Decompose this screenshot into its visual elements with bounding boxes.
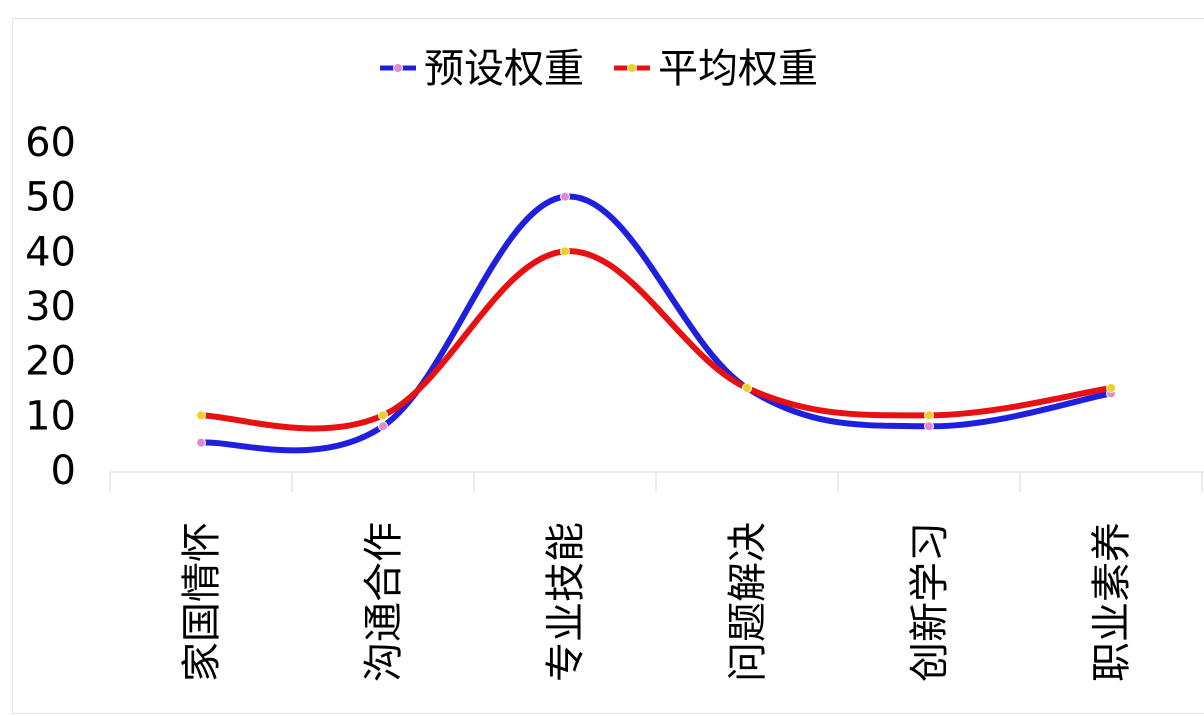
x-category-label: 家国情怀	[179, 522, 225, 682]
y-tick-label: 20	[25, 339, 76, 385]
y-tick-label: 50	[25, 175, 76, 221]
data-point	[924, 421, 934, 432]
data-point	[196, 410, 206, 421]
y-tick-label: 40	[25, 229, 76, 275]
data-point	[1106, 383, 1116, 393]
x-category-label: 问题解决	[725, 522, 771, 682]
data-point	[742, 383, 752, 393]
series-line	[198, 248, 1114, 432]
legend: 预设权重 平均权重	[380, 46, 818, 92]
data-point	[378, 421, 388, 432]
x-axis: 家国情怀 沟通合作 专业技能 问题解决 创新学习 职业素养	[109, 471, 1204, 682]
legend-swatch-marker	[627, 63, 637, 73]
x-category-label: 沟通合作	[361, 522, 407, 682]
data-point	[924, 410, 934, 421]
data-point	[560, 246, 570, 257]
x-category-label: 职业素养	[1089, 522, 1135, 682]
x-category-label: 专业技能	[543, 522, 589, 682]
x-category-label: 创新学习	[907, 522, 953, 682]
legend-label: 平均权重	[658, 46, 818, 92]
series-markers	[196, 191, 1116, 448]
chart-frame	[12, 18, 1204, 714]
data-point	[378, 410, 388, 421]
y-tick-label: 10	[25, 393, 76, 439]
y-tick-label: 0	[51, 448, 76, 494]
series-lines	[198, 193, 1114, 454]
legend-swatch-marker	[393, 63, 403, 73]
data-point	[196, 437, 206, 448]
legend-label: 预设权重	[424, 46, 584, 92]
y-tick-label: 60	[25, 120, 76, 166]
y-tick-label: 30	[25, 284, 76, 330]
data-point	[560, 191, 570, 202]
y-axis: 0 10 20 30 40 50 60	[25, 120, 76, 494]
